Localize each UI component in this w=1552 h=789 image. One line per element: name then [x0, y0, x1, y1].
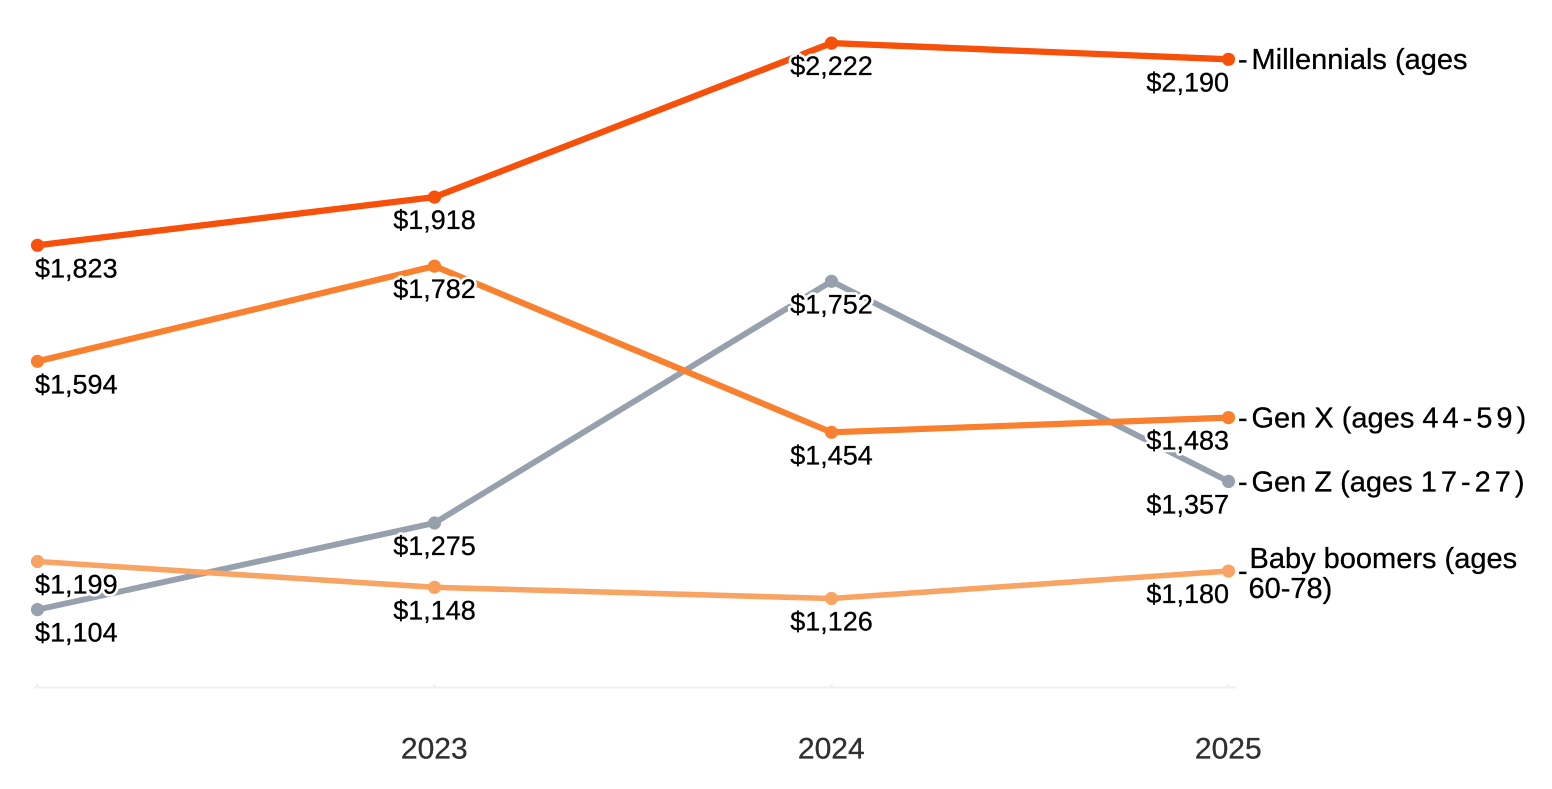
- svg-text:$1,148: $1,148: [393, 595, 476, 625]
- svg-text:$1,594: $1,594: [35, 369, 118, 399]
- svg-text:$1,126: $1,126: [790, 607, 873, 637]
- svg-text:$1,180: $1,180: [1146, 579, 1229, 609]
- svg-text:$1,275: $1,275: [393, 531, 476, 561]
- svg-text:$1,483: $1,483: [1146, 426, 1229, 456]
- svg-text:$2,190: $2,190: [1146, 67, 1229, 97]
- svg-text:$2,222: $2,222: [790, 51, 873, 81]
- svg-text:60-78): 60-78): [1249, 573, 1333, 605]
- svg-text:Millennials (ages: Millennials (ages: [1252, 44, 1468, 76]
- svg-text:$1,454: $1,454: [790, 440, 873, 470]
- svg-text:2025: 2025: [1195, 733, 1262, 766]
- svg-text:$1,104: $1,104: [35, 618, 118, 648]
- svg-text:2023: 2023: [401, 733, 468, 766]
- svg-text:$1,752: $1,752: [790, 289, 873, 319]
- svg-text:$1,357: $1,357: [1146, 489, 1229, 519]
- svg-text:$2,190: $2,190: [1146, 67, 1229, 97]
- svg-text:$1,782: $1,782: [393, 274, 476, 304]
- svg-text:-: -: [1238, 556, 1248, 588]
- svg-text:$1,126: $1,126: [790, 607, 873, 637]
- svg-text:$1,357: $1,357: [1146, 489, 1229, 519]
- svg-text:$1,752: $1,752: [790, 289, 873, 319]
- svg-text:$1,823: $1,823: [35, 253, 118, 283]
- svg-text:Gen X (ages 44-59): Gen X (ages 44-59): [1252, 403, 1531, 435]
- svg-text:$1,104: $1,104: [35, 618, 118, 648]
- svg-text:$1,823: $1,823: [35, 253, 118, 283]
- svg-text:-: -: [1238, 403, 1248, 435]
- svg-text:$1,180: $1,180: [1146, 579, 1229, 609]
- svg-text:Baby boomers (ages: Baby boomers (ages: [1250, 543, 1518, 575]
- svg-text:$1,148: $1,148: [393, 595, 476, 625]
- svg-text:-: -: [1238, 466, 1248, 498]
- svg-text:$1,782: $1,782: [393, 274, 476, 304]
- svg-text:$1,918: $1,918: [393, 205, 476, 235]
- svg-text:$1,594: $1,594: [35, 369, 118, 399]
- svg-text:$1,918: $1,918: [393, 205, 476, 235]
- svg-text:$1,199: $1,199: [35, 570, 118, 600]
- svg-text:$2,222: $2,222: [790, 51, 873, 81]
- svg-text:$1,483: $1,483: [1146, 426, 1229, 456]
- svg-text:$1,454: $1,454: [790, 440, 873, 470]
- svg-text:-: -: [1238, 44, 1248, 76]
- svg-text:$1,275: $1,275: [393, 531, 476, 561]
- svg-text:$1,199: $1,199: [35, 570, 118, 600]
- svg-text:2024: 2024: [798, 733, 865, 766]
- svg-text:Gen Z (ages 17-27): Gen Z (ages 17-27): [1252, 466, 1529, 498]
